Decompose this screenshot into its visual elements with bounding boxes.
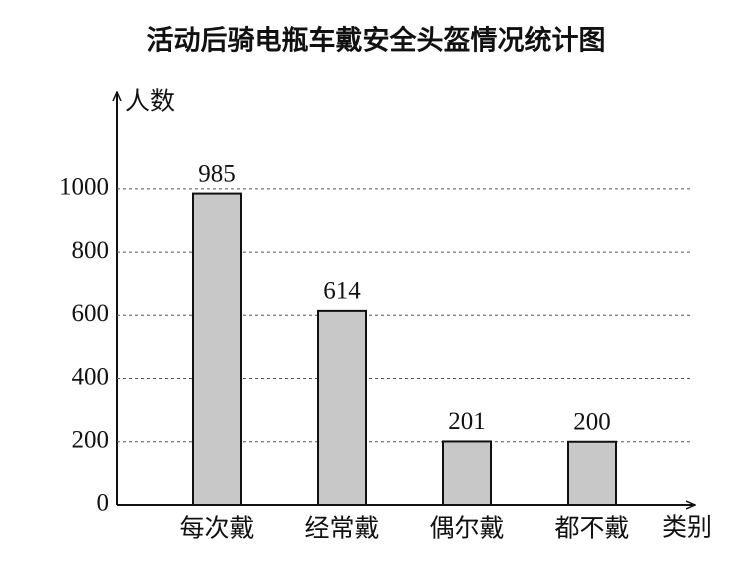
bar	[192, 192, 242, 506]
y-axis-label: 人数	[125, 88, 175, 116]
y-tick-label: 800	[72, 237, 110, 264]
chart-title: 活动后骑电瓶车戴安全头盔情况统计图	[147, 25, 606, 57]
bar	[567, 440, 617, 506]
value-label: 201	[448, 408, 486, 435]
y-tick-label: 0	[97, 490, 110, 517]
x-tick-label: 经常戴	[304, 515, 379, 543]
value-label: 200	[573, 409, 611, 436]
bar	[442, 440, 492, 506]
y-tick-label: 400	[72, 363, 110, 390]
x-axis-label: 类别	[662, 514, 712, 542]
y-tick-label: 1000	[59, 174, 109, 201]
bar	[317, 309, 367, 506]
x-tick-label: 每次戴	[179, 515, 254, 543]
value-label: 985	[198, 160, 236, 187]
x-tick-label: 偶尔戴	[429, 515, 504, 543]
value-label: 614	[323, 278, 361, 305]
y-tick-label: 600	[72, 300, 110, 327]
y-tick-label: 200	[72, 427, 110, 454]
x-tick-label: 都不戴	[554, 515, 629, 543]
